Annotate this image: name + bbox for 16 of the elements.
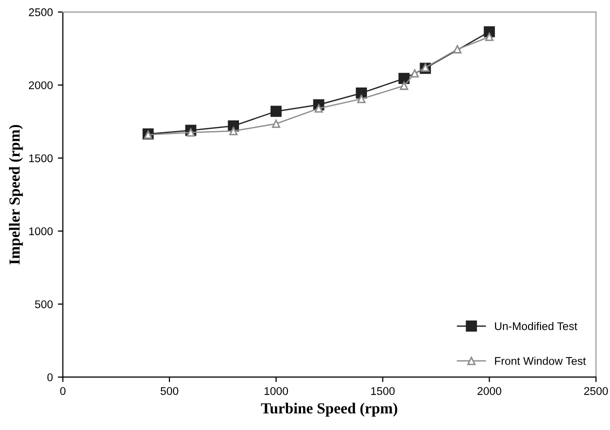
y-tick-label: 500 <box>35 300 53 308</box>
x-tick-label: 2000 <box>478 387 502 395</box>
y-tick-label: 0 <box>47 373 53 382</box>
x-tick-label: 0 <box>60 387 66 395</box>
x-tick-label: 2500 <box>584 387 608 395</box>
x-tick-label: 1000 <box>264 387 288 395</box>
y-tick-label: 2500 <box>28 8 53 16</box>
x-tick-label: 500 <box>160 387 178 395</box>
legend-label: Front Window Test <box>495 356 586 365</box>
x-tick-label: 1500 <box>371 387 395 395</box>
y-tick-label: 1000 <box>29 227 53 236</box>
y-tick-label: 2000 <box>28 81 53 90</box>
y-tick-label: 1500 <box>29 154 53 162</box>
y-axis-title: Impeller Speed (rpm) <box>8 124 23 264</box>
x-axis-title: Turbine Speed (rpm) <box>261 402 398 417</box>
legend-label: Un-Modified Test <box>495 322 578 330</box>
